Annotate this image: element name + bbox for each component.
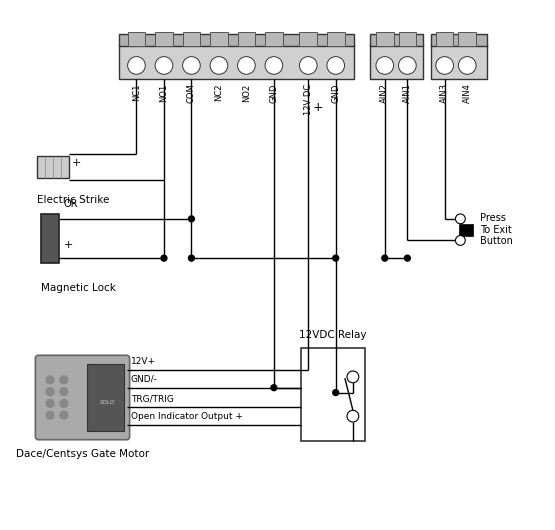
Bar <box>436 32 453 46</box>
Text: Dace/Centsys Gate Motor: Dace/Centsys Gate Motor <box>16 448 149 458</box>
Text: 12VDC Relay: 12VDC Relay <box>299 330 366 340</box>
Circle shape <box>347 410 359 422</box>
Circle shape <box>46 400 54 408</box>
Text: GND/-: GND/- <box>130 375 158 384</box>
Text: NC1: NC1 <box>132 83 141 101</box>
Bar <box>460 224 473 235</box>
Circle shape <box>128 57 145 74</box>
Circle shape <box>60 400 68 408</box>
Circle shape <box>46 411 54 419</box>
Bar <box>41 214 59 263</box>
Text: +: + <box>64 241 73 250</box>
Bar <box>119 44 354 78</box>
Circle shape <box>265 57 282 74</box>
Circle shape <box>60 376 68 384</box>
Bar <box>370 44 423 78</box>
Text: AIN1: AIN1 <box>403 83 412 103</box>
Bar <box>301 348 365 441</box>
Circle shape <box>456 235 465 245</box>
Bar <box>431 34 487 46</box>
Text: Magnetic Lock: Magnetic Lock <box>41 282 116 293</box>
Circle shape <box>238 57 255 74</box>
Text: NC2: NC2 <box>214 83 224 101</box>
Circle shape <box>405 255 410 261</box>
Circle shape <box>327 57 345 74</box>
Text: GND: GND <box>331 83 340 103</box>
Circle shape <box>436 57 453 74</box>
Bar <box>299 32 317 46</box>
FancyBboxPatch shape <box>36 355 130 440</box>
Bar <box>376 32 393 46</box>
Text: SOLO: SOLO <box>100 400 115 405</box>
Circle shape <box>398 57 416 74</box>
Circle shape <box>456 214 465 224</box>
Circle shape <box>189 255 194 261</box>
Circle shape <box>189 216 194 222</box>
Bar <box>327 32 345 46</box>
Bar <box>128 32 145 46</box>
Circle shape <box>333 255 339 261</box>
Text: NO1: NO1 <box>159 83 169 102</box>
Circle shape <box>60 387 68 395</box>
Circle shape <box>155 57 173 74</box>
Bar <box>458 32 476 46</box>
Circle shape <box>347 371 359 383</box>
Text: TRG/TRIG: TRG/TRIG <box>130 394 174 403</box>
Text: AIN4: AIN4 <box>463 83 472 103</box>
Circle shape <box>333 390 339 395</box>
Text: Press
To Exit
Button: Press To Exit Button <box>480 213 513 246</box>
Circle shape <box>271 385 277 391</box>
Text: +: + <box>72 158 81 168</box>
Text: NO2: NO2 <box>242 83 251 102</box>
Circle shape <box>210 57 228 74</box>
Circle shape <box>458 57 476 74</box>
Bar <box>238 32 255 46</box>
Text: 12V+: 12V+ <box>130 357 155 366</box>
Circle shape <box>60 411 68 419</box>
Circle shape <box>376 57 393 74</box>
Circle shape <box>299 57 317 74</box>
Bar <box>155 32 173 46</box>
Circle shape <box>161 255 167 261</box>
Text: AIN3: AIN3 <box>440 83 449 103</box>
Bar <box>210 32 228 46</box>
Circle shape <box>46 376 54 384</box>
Text: Electric Strike: Electric Strike <box>37 196 110 205</box>
Circle shape <box>46 387 54 395</box>
Bar <box>183 32 200 46</box>
Bar <box>370 34 423 46</box>
Bar <box>119 34 354 46</box>
Text: +: + <box>312 101 323 114</box>
Text: Open Indicator Output +: Open Indicator Output + <box>130 412 243 421</box>
Bar <box>431 44 487 78</box>
Bar <box>87 364 124 431</box>
Text: AIN2: AIN2 <box>380 83 389 103</box>
Bar <box>398 32 416 46</box>
Bar <box>265 32 282 46</box>
Text: COM: COM <box>187 83 196 103</box>
Circle shape <box>183 57 200 74</box>
Bar <box>37 156 69 178</box>
Text: 12V DC: 12V DC <box>304 83 312 114</box>
Text: OR: OR <box>64 199 78 209</box>
Text: GND: GND <box>269 83 279 103</box>
Circle shape <box>382 255 388 261</box>
